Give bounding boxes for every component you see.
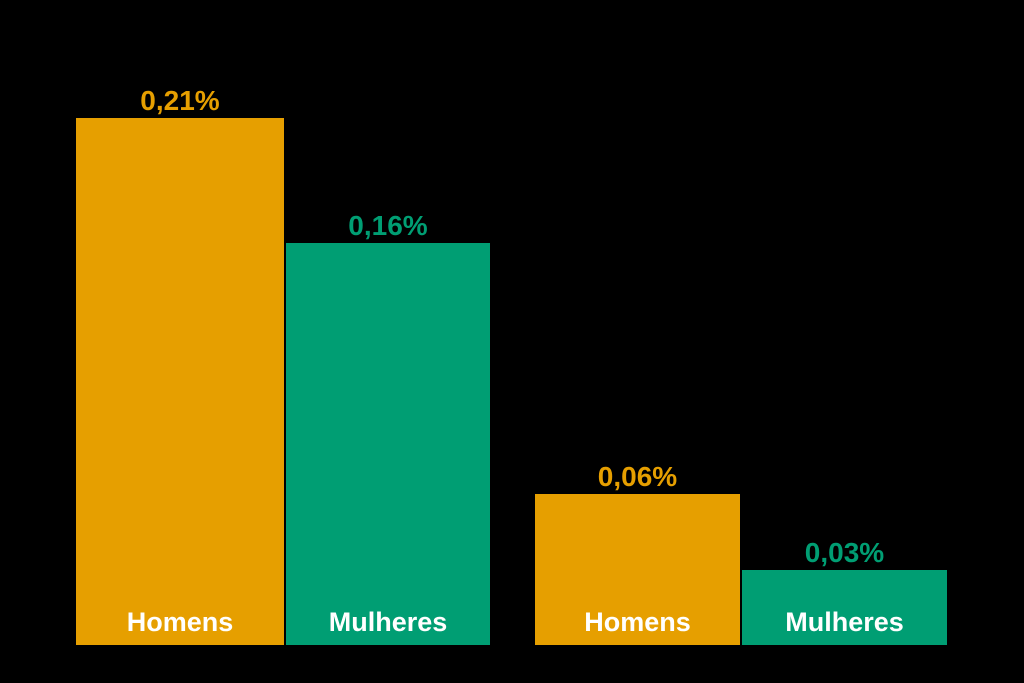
value-label: 0,16% (348, 210, 428, 241)
bar-group1-mulheres: 0,16% Mulheres (286, 212, 490, 645)
bar-group2-homens: 0,06% Homens (535, 463, 740, 645)
value-label: 0,03% (804, 537, 885, 568)
value-label: 0,06% (597, 461, 678, 492)
bar-rect: 0,16% Mulheres (286, 212, 490, 645)
value-label: 0,21% (140, 85, 220, 116)
bar-group2-mulheres: 0,03% Mulheres (742, 539, 947, 645)
category-label: Mulheres (328, 607, 448, 637)
bar-rect: 0,21% Homens (76, 87, 284, 645)
category-label: Mulheres (785, 607, 904, 637)
bar-rect: 0,06% Homens (535, 463, 740, 645)
bar-group1-homens: 0,21% Homens (76, 87, 284, 645)
bar-rect: 0,03% Mulheres (742, 539, 947, 645)
category-label: Homens (584, 607, 691, 637)
category-label: Homens (126, 607, 234, 637)
